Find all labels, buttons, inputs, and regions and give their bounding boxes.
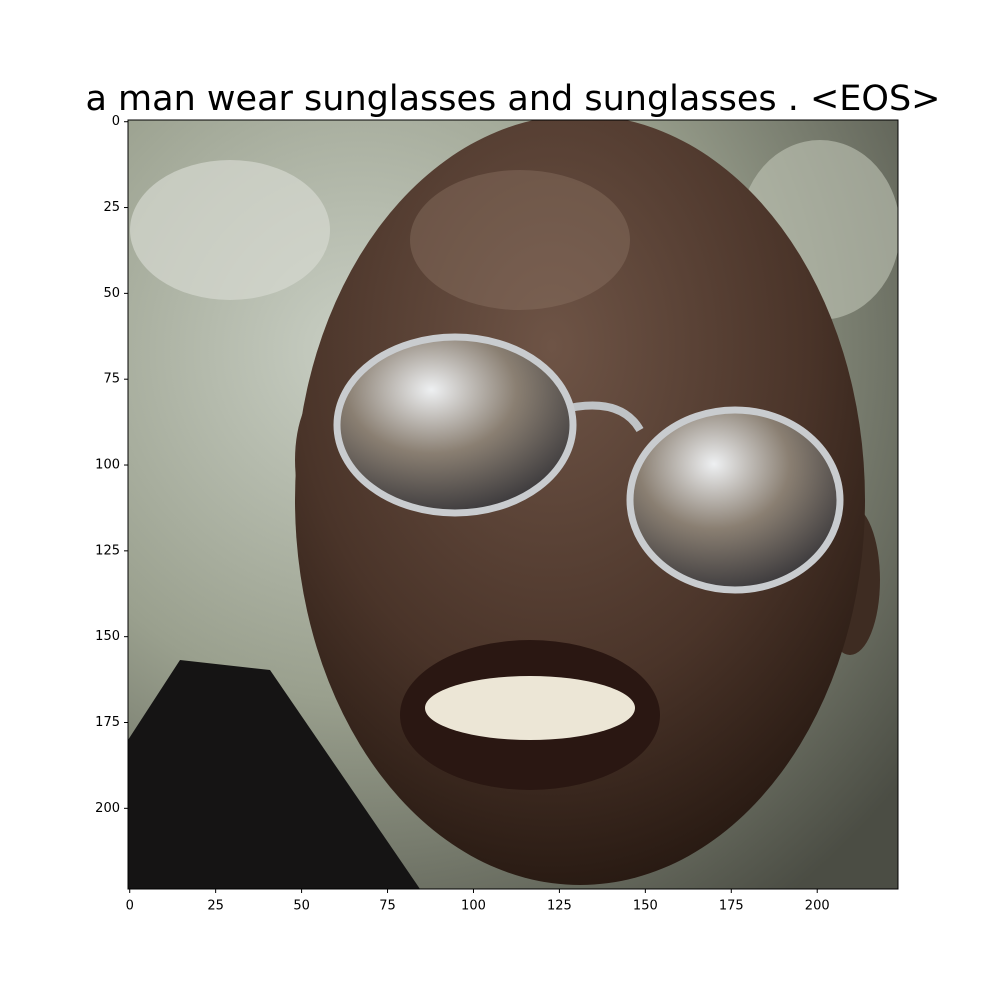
highlight bbox=[410, 170, 630, 310]
chart-title: a man wear sunglasses and sunglasses . <… bbox=[85, 79, 940, 119]
x-tick-label: 175 bbox=[719, 899, 744, 914]
x-tick-label: 0 bbox=[126, 899, 134, 914]
y-tick-label: 200 bbox=[95, 801, 120, 816]
x-tick-label: 150 bbox=[633, 899, 658, 914]
axes-frame bbox=[127, 119, 899, 890]
bokeh bbox=[130, 160, 330, 300]
lens-right bbox=[626, 406, 844, 594]
x-tick-label: 100 bbox=[461, 899, 486, 914]
x-tick-label: 50 bbox=[293, 899, 310, 914]
y-tick-label: 100 bbox=[95, 458, 120, 473]
x-tick-label: 125 bbox=[547, 899, 572, 914]
x-tick-label: 25 bbox=[207, 899, 224, 914]
y-tick-label: 75 bbox=[103, 372, 120, 387]
y-tick-label: 150 bbox=[95, 629, 120, 644]
y-tick-label: 0 bbox=[112, 114, 120, 129]
y-tick-label: 175 bbox=[95, 715, 120, 730]
y-tick-label: 125 bbox=[95, 543, 120, 558]
teeth bbox=[425, 676, 635, 740]
y-tick-label: 50 bbox=[103, 286, 120, 301]
image bbox=[128, 120, 898, 889]
x-tick-label: 200 bbox=[805, 899, 830, 914]
y-tick-label: 25 bbox=[103, 200, 120, 215]
x-tick-label: 75 bbox=[379, 899, 396, 914]
shirt bbox=[128, 660, 420, 889]
lens-left bbox=[333, 333, 577, 517]
